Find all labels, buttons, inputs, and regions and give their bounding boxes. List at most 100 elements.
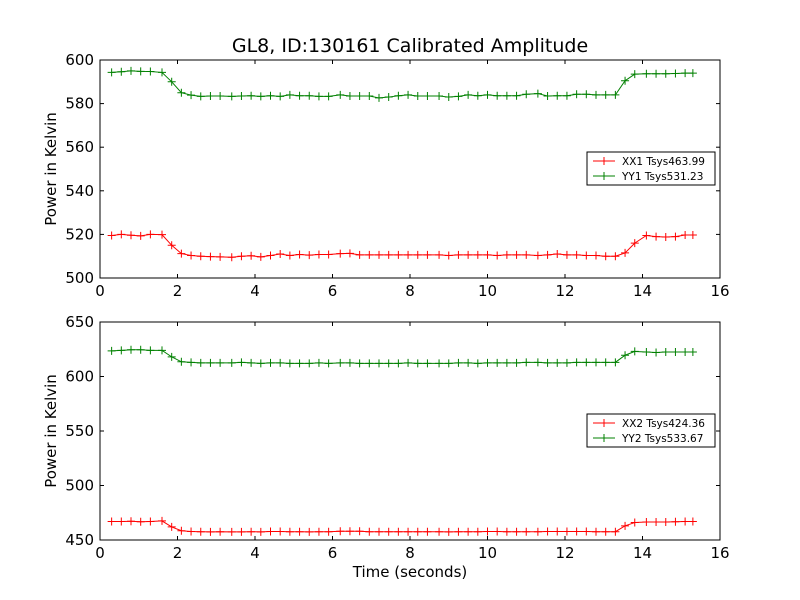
- data-point: [661, 347, 670, 356]
- data-point: [621, 351, 630, 360]
- data-point: [355, 91, 364, 100]
- data-point: [562, 250, 571, 259]
- data-point: [247, 527, 256, 536]
- data-point: [404, 250, 413, 259]
- data-point: [592, 358, 600, 367]
- data-point: [216, 252, 225, 261]
- data-point: [413, 250, 422, 259]
- data-point: [324, 92, 333, 101]
- data-point: [295, 250, 304, 259]
- legend-label: YY1 Tsys531.23: [621, 171, 703, 183]
- data-point: [158, 516, 166, 525]
- x-tick-label: 10: [478, 544, 497, 562]
- data-point: [464, 250, 473, 259]
- legend-label: YY2 Tsys533.67: [621, 433, 703, 445]
- data-point: [483, 90, 492, 99]
- data-point: [483, 358, 492, 367]
- x-tick-label: 6: [328, 544, 338, 562]
- data-point: [671, 69, 680, 78]
- data-point: [117, 230, 126, 239]
- data-point: [256, 527, 265, 536]
- data-point: [423, 250, 432, 259]
- data-point: [107, 68, 116, 77]
- data-point: [136, 231, 145, 240]
- y-axis-label: Power in Kelvin: [42, 374, 60, 488]
- data-point: [444, 93, 453, 102]
- data-point: [611, 252, 620, 261]
- data-point: [107, 231, 116, 240]
- data-point: [394, 250, 403, 259]
- data-point: [512, 250, 521, 259]
- data-point: [435, 250, 444, 259]
- data-point: [543, 358, 552, 367]
- data-point: [256, 252, 265, 261]
- data-point: [621, 248, 630, 257]
- data-point: [533, 251, 542, 260]
- data-point: [107, 517, 116, 526]
- data-point: [146, 517, 155, 526]
- data-point: [276, 358, 285, 367]
- data-point: [187, 91, 196, 100]
- x-tick-label: 16: [710, 282, 729, 300]
- data-point: [167, 77, 176, 86]
- data-point: [206, 527, 215, 536]
- data-point: [276, 92, 285, 101]
- data-point: [502, 527, 511, 536]
- y-tick-label: 500: [65, 269, 94, 287]
- chart-title: GL8, ID:130161 Calibrated Amplitude: [232, 35, 588, 57]
- data-point: [582, 90, 591, 99]
- data-point: [522, 90, 531, 99]
- data-point: [266, 358, 275, 367]
- data-point: [611, 527, 620, 536]
- data-point: [305, 251, 314, 260]
- data-point: [266, 527, 275, 536]
- data-point: [454, 527, 463, 536]
- data-point: [196, 527, 205, 536]
- data-point: [136, 517, 145, 526]
- data-point: [247, 91, 256, 100]
- data-point: [355, 359, 364, 368]
- data-point: [642, 69, 651, 78]
- y-tick-label: 580: [65, 95, 94, 113]
- data-point: [345, 527, 354, 536]
- data-point: [146, 346, 155, 355]
- legend: XX1 Tsys463.99 YY1 Tsys531.23: [586, 151, 716, 186]
- data-point: [196, 252, 205, 261]
- data-point: [355, 250, 364, 259]
- data-point: [216, 91, 225, 100]
- legend: XX2 Tsys424.36 YY2 Tsys533.67: [586, 413, 716, 448]
- chart-panel-1: 0 2 4 6 8 10 12 14 16 500 520 540 560 580 600 GL8, ID:1…: [42, 35, 730, 300]
- data-point: [572, 527, 581, 536]
- legend-box: [586, 413, 716, 448]
- data-point: [206, 358, 215, 367]
- data-point: [365, 527, 374, 536]
- data-point: [177, 88, 186, 97]
- data-point: [413, 527, 422, 536]
- data-point: [127, 345, 135, 354]
- data-point: [206, 252, 215, 261]
- data-point: [681, 517, 690, 526]
- data-point: [502, 250, 511, 259]
- data-point: [533, 89, 542, 98]
- data-point: [187, 251, 196, 260]
- data-point: [227, 358, 236, 367]
- data-point: [473, 91, 482, 100]
- data-point: [464, 358, 473, 367]
- y-tick-label: 500: [65, 477, 94, 495]
- data-point: [295, 359, 304, 368]
- data-point: [582, 358, 591, 367]
- data-point: [543, 91, 552, 100]
- y-tick-label: 450: [65, 531, 94, 549]
- data-point: [553, 358, 562, 367]
- data-point: [196, 92, 205, 101]
- data-point: [196, 358, 205, 367]
- data-point: [227, 92, 236, 101]
- data-point: [324, 250, 333, 259]
- data-point: [543, 250, 552, 259]
- data-point: [177, 249, 186, 258]
- y-tick-label: 520: [65, 225, 94, 243]
- data-point: [572, 90, 581, 99]
- data-point: [285, 251, 294, 260]
- data-point: [661, 518, 670, 527]
- data-point: [522, 250, 531, 259]
